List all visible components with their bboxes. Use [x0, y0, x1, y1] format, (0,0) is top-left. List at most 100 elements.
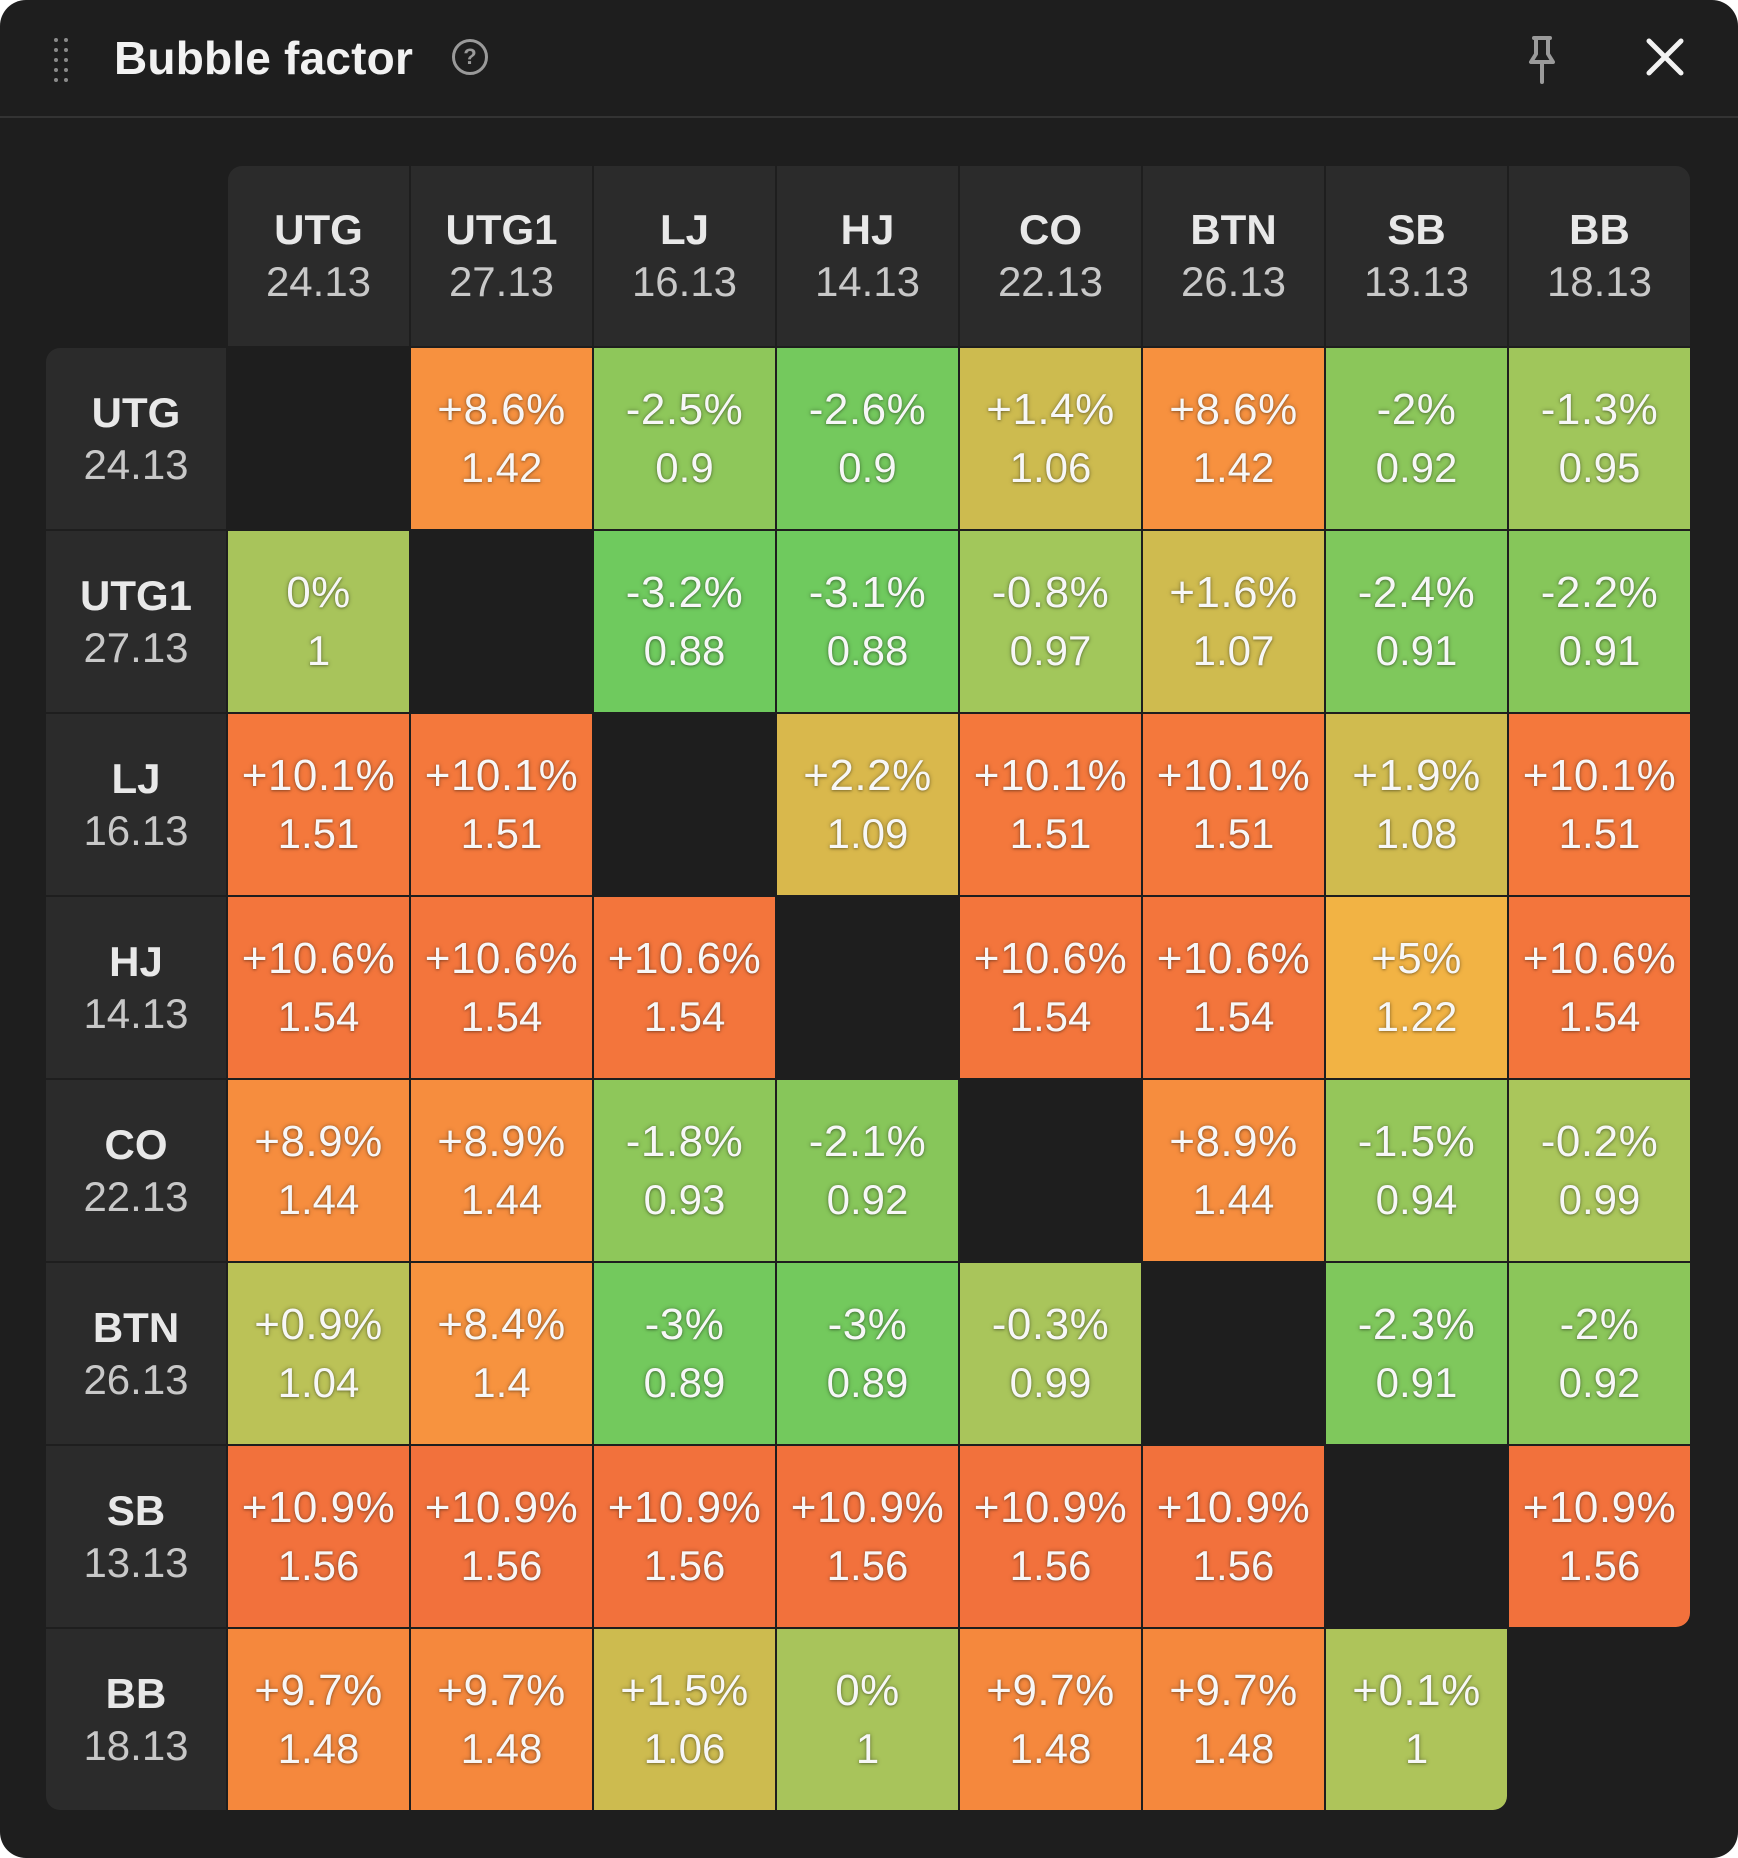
cell-bubble-factor: 1.48 — [1192, 1724, 1275, 1772]
matrix-cell-co-sb[interactable]: -1.5% 0.94 — [1326, 1080, 1507, 1261]
matrix-cell-hj-bb[interactable]: +10.6% 1.54 — [1509, 897, 1690, 1078]
matrix-cell-empty — [1509, 1629, 1690, 1810]
cell-percent-change: +9.7% — [986, 1665, 1115, 1715]
cell-bubble-factor: 1.56 — [826, 1541, 909, 1589]
close-icon[interactable] — [1644, 36, 1686, 78]
matrix-cell-co-utg1[interactable]: +8.9% 1.44 — [411, 1080, 592, 1261]
matrix-cell-lj-co[interactable]: +10.1% 1.51 — [960, 714, 1141, 895]
matrix-cell-lj-btn[interactable]: +10.1% 1.51 — [1143, 714, 1324, 895]
matrix-cell-sb-btn[interactable]: +10.9% 1.56 — [1143, 1446, 1324, 1627]
column-stack-label: 22.13 — [997, 258, 1104, 305]
cell-bubble-factor: 1.06 — [643, 1724, 726, 1772]
cell-bubble-factor: 1.51 — [460, 809, 543, 857]
matrix-cell-bb-hj[interactable]: 0% 1 — [777, 1629, 958, 1810]
matrix-cell-bb-sb[interactable]: +0.1% 1 — [1326, 1629, 1507, 1810]
matrix-cell-utg1-hj[interactable]: -3.1% 0.88 — [777, 531, 958, 712]
matrix-cell-btn-utg1[interactable]: +8.4% 1.4 — [411, 1263, 592, 1444]
matrix-cell-lj-bb[interactable]: +10.1% 1.51 — [1509, 714, 1690, 895]
matrix-cell-utg1-btn[interactable]: +1.6% 1.07 — [1143, 531, 1324, 712]
matrix-cell-lj-hj[interactable]: +2.2% 1.09 — [777, 714, 958, 895]
matrix-cell-sb-co[interactable]: +10.9% 1.56 — [960, 1446, 1141, 1627]
cell-percent-change: -1.5% — [1357, 1116, 1476, 1166]
matrix-cell-sb-hj[interactable]: +10.9% 1.56 — [777, 1446, 958, 1627]
matrix-cell-bb-btn[interactable]: +9.7% 1.48 — [1143, 1629, 1324, 1810]
matrix-cell-utg1-sb[interactable]: -2.4% 0.91 — [1326, 531, 1507, 712]
matrix-cell-hj-lj[interactable]: +10.6% 1.54 — [594, 897, 775, 1078]
matrix-cell-co-btn[interactable]: +8.9% 1.44 — [1143, 1080, 1324, 1261]
matrix-cell-sb-bb[interactable]: +10.9% 1.56 — [1509, 1446, 1690, 1627]
matrix-cell-co-hj[interactable]: -2.1% 0.92 — [777, 1080, 958, 1261]
matrix-cell-utg1-utg[interactable]: 0% 1 — [228, 531, 409, 712]
matrix-cell-utg-btn[interactable]: +8.6% 1.42 — [1143, 348, 1324, 529]
row-position-label: LJ — [111, 754, 161, 802]
row-header-btn: BTN 26.13 — [46, 1263, 226, 1444]
cell-percent-change: -3.2% — [625, 567, 744, 617]
cell-percent-change: -2.3% — [1357, 1299, 1476, 1349]
matrix-cell-sb-utg[interactable]: +10.9% 1.56 — [228, 1446, 409, 1627]
cell-percent-change: +8.9% — [437, 1116, 566, 1166]
matrix-cell-utg-hj[interactable]: -2.6% 0.9 — [777, 348, 958, 529]
matrix-cell-lj-utg[interactable]: +10.1% 1.51 — [228, 714, 409, 895]
matrix-cell-btn-bb[interactable]: -2% 0.92 — [1509, 1263, 1690, 1444]
matrix-cell-co-utg[interactable]: +8.9% 1.44 — [228, 1080, 409, 1261]
matrix-cell-sb-lj[interactable]: +10.9% 1.56 — [594, 1446, 775, 1627]
matrix-cell-btn-sb[interactable]: -2.3% 0.91 — [1326, 1263, 1507, 1444]
matrix-cell-utg-bb[interactable]: -1.3% 0.95 — [1509, 348, 1690, 529]
cell-percent-change: +9.7% — [1169, 1665, 1298, 1715]
cell-bubble-factor: 1.09 — [826, 809, 909, 857]
cell-bubble-factor: 1.56 — [460, 1541, 543, 1589]
matrix-cell-utg1-lj[interactable]: -3.2% 0.88 — [594, 531, 775, 712]
matrix-cell-utg-co[interactable]: +1.4% 1.06 — [960, 348, 1141, 529]
matrix-cell-bb-lj[interactable]: +1.5% 1.06 — [594, 1629, 775, 1810]
cell-bubble-factor: 1.51 — [1192, 809, 1275, 857]
cell-percent-change: -3.1% — [808, 567, 927, 617]
cell-bubble-factor: 1.51 — [277, 809, 360, 857]
cell-percent-change: -3% — [827, 1299, 908, 1349]
cell-percent-change: +10.6% — [424, 933, 579, 983]
matrix-cell-co-bb[interactable]: -0.2% 0.99 — [1509, 1080, 1690, 1261]
row-position-label: HJ — [109, 937, 163, 985]
matrix-cell-utg-sb[interactable]: -2% 0.92 — [1326, 348, 1507, 529]
matrix-cell-hj-co[interactable]: +10.6% 1.54 — [960, 897, 1141, 1078]
cell-percent-change: +10.1% — [973, 750, 1128, 800]
matrix-cell-lj-sb[interactable]: +1.9% 1.08 — [1326, 714, 1507, 895]
cell-percent-change: +10.9% — [1522, 1482, 1677, 1532]
matrix-cell-utg-lj[interactable]: -2.5% 0.9 — [594, 348, 775, 529]
column-header-utg1: UTG1 27.13 — [411, 166, 592, 346]
matrix-cell-bb-utg[interactable]: +9.7% 1.48 — [228, 1629, 409, 1810]
cell-bubble-factor: 0.92 — [1558, 1358, 1641, 1406]
cell-bubble-factor: 1.48 — [1009, 1724, 1092, 1772]
column-header-co: CO 22.13 — [960, 166, 1141, 346]
pin-icon[interactable] — [1524, 34, 1560, 86]
cell-percent-change: 0% — [835, 1665, 900, 1715]
drag-handle-icon[interactable] — [54, 38, 72, 82]
matrix-cell-btn-co[interactable]: -0.3% 0.99 — [960, 1263, 1141, 1444]
matrix-cell-utg1-co[interactable]: -0.8% 0.97 — [960, 531, 1141, 712]
cell-bubble-factor: 1.54 — [277, 992, 360, 1040]
row-stack-label: 18.13 — [83, 1721, 189, 1769]
cell-bubble-factor: 1.56 — [1009, 1541, 1092, 1589]
matrix-cell-hj-utg1[interactable]: +10.6% 1.54 — [411, 897, 592, 1078]
matrix-cell-btn-lj[interactable]: -3% 0.89 — [594, 1263, 775, 1444]
row-header-co: CO 22.13 — [46, 1080, 226, 1261]
column-header-bb: BB 18.13 — [1509, 166, 1690, 346]
matrix-cell-sb-utg1[interactable]: +10.9% 1.56 — [411, 1446, 592, 1627]
matrix-cell-bb-co[interactable]: +9.7% 1.48 — [960, 1629, 1141, 1810]
cell-bubble-factor: 1 — [855, 1724, 880, 1772]
help-icon[interactable]: ? — [452, 39, 488, 75]
matrix-cell-co-lj[interactable]: -1.8% 0.93 — [594, 1080, 775, 1261]
cell-bubble-factor: 0.93 — [643, 1175, 726, 1223]
matrix-cell-hj-btn[interactable]: +10.6% 1.54 — [1143, 897, 1324, 1078]
cell-percent-change: +0.1% — [1352, 1665, 1481, 1715]
matrix-cell-lj-utg1[interactable]: +10.1% 1.51 — [411, 714, 592, 895]
cell-percent-change: -1.3% — [1540, 384, 1659, 434]
matrix-cell-bb-utg1[interactable]: +9.7% 1.48 — [411, 1629, 592, 1810]
matrix-cell-hj-utg[interactable]: +10.6% 1.54 — [228, 897, 409, 1078]
matrix-cell-btn-utg[interactable]: +0.9% 1.04 — [228, 1263, 409, 1444]
matrix-cell-utg-utg1[interactable]: +8.6% 1.42 — [411, 348, 592, 529]
matrix-cell-utg1-bb[interactable]: -2.2% 0.91 — [1509, 531, 1690, 712]
cell-percent-change: +5% — [1371, 933, 1462, 983]
matrix-cell-hj-sb[interactable]: +5% 1.22 — [1326, 897, 1507, 1078]
matrix-cell-btn-hj[interactable]: -3% 0.89 — [777, 1263, 958, 1444]
